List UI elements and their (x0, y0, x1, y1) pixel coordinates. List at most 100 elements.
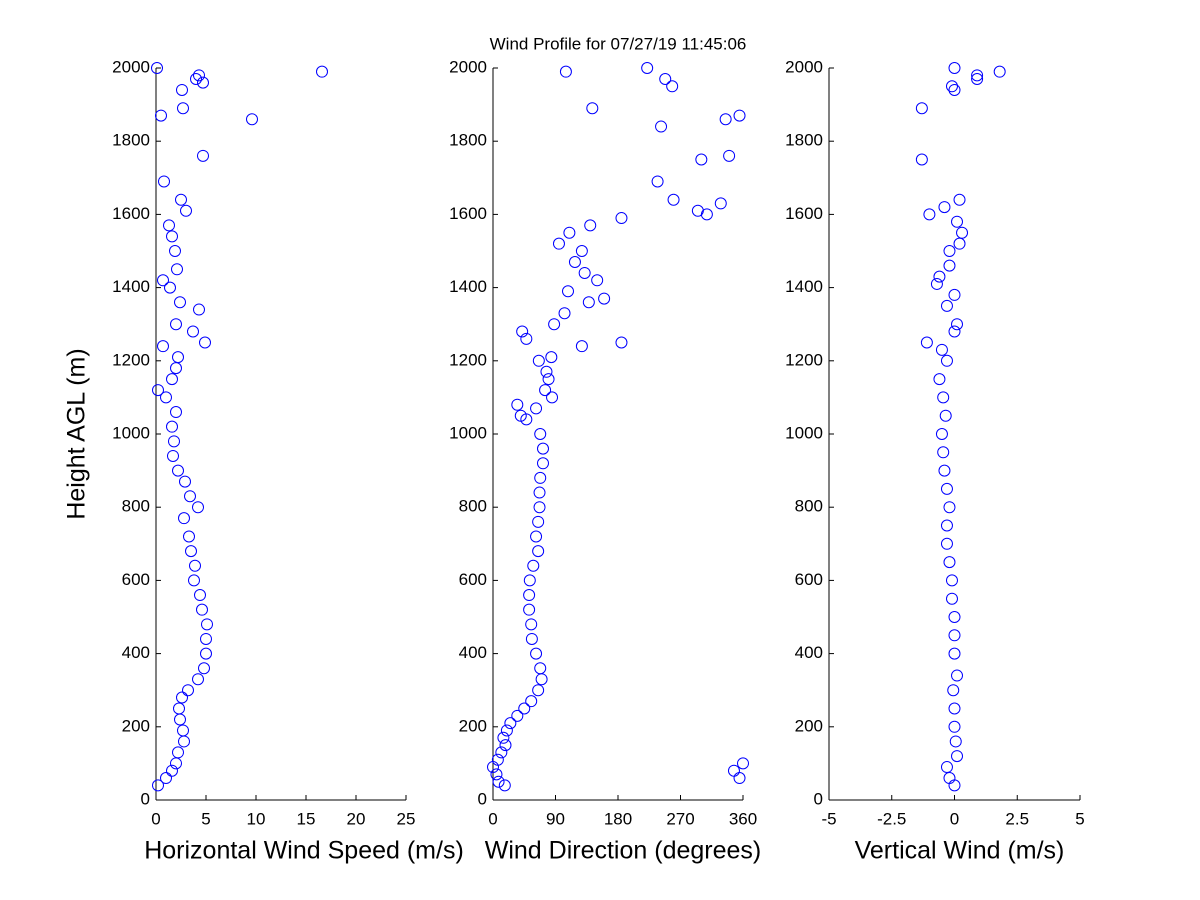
data-point (951, 750, 964, 763)
data-point (166, 230, 178, 243)
data-point (171, 263, 183, 276)
data-point (615, 212, 628, 225)
data-point (163, 219, 175, 232)
data-point (953, 193, 966, 206)
data-point (559, 65, 572, 78)
data-point (184, 490, 196, 503)
data-point (578, 266, 591, 279)
x-axis-label: Horizontal Wind Speed (m/s) (144, 837, 464, 865)
data-point (993, 65, 1006, 78)
y-tick-label: 0 (478, 789, 487, 808)
data-point (192, 501, 204, 514)
data-point (691, 204, 704, 217)
y-tick-label: 1400 (785, 277, 823, 296)
data-point (719, 113, 732, 126)
data-point (532, 354, 545, 367)
x-axis-label: Wind Direction (degrees) (485, 837, 762, 865)
data-point (563, 226, 576, 239)
data-point (940, 299, 953, 312)
y-tick-label: 200 (459, 716, 487, 735)
x-tick-label: 270 (666, 809, 694, 828)
data-point (185, 545, 197, 558)
y-tick-label: 1200 (449, 350, 487, 369)
data-point (591, 274, 604, 287)
data-point (937, 391, 950, 404)
data-point (490, 768, 503, 781)
data-point (938, 464, 951, 477)
data-point (948, 647, 961, 660)
y-tick-label: 400 (795, 643, 823, 662)
x-tick-label: 15 (297, 809, 316, 828)
data-point (659, 72, 672, 85)
y-tick-label: 2000 (785, 57, 823, 76)
data-point (532, 515, 545, 528)
data-point (190, 72, 202, 85)
data-point (666, 80, 679, 93)
y-tick-label: 1800 (449, 131, 487, 150)
data-point (193, 303, 205, 316)
data-point (933, 270, 946, 283)
x-tick-label: 5 (1075, 809, 1084, 828)
y-tick-label: 1400 (449, 277, 487, 296)
data-point (532, 545, 545, 558)
x-axis-label: Vertical Wind (m/s) (855, 837, 1065, 865)
y-tick-label: 800 (795, 497, 823, 516)
y-tick-label: 1200 (112, 350, 150, 369)
data-point (157, 274, 169, 287)
data-point (938, 201, 951, 214)
data-point (568, 255, 581, 268)
data-point (200, 647, 212, 660)
data-point (542, 373, 555, 386)
data-point (667, 193, 680, 206)
y-tick-label: 1600 (785, 204, 823, 223)
data-point (158, 175, 170, 188)
data-point (532, 684, 545, 697)
data-point (948, 288, 961, 301)
data-point (948, 611, 961, 623)
data-point (651, 175, 664, 188)
y-tick-label: 2000 (449, 57, 487, 76)
data-point (923, 208, 936, 221)
data-point (164, 281, 176, 294)
data-point (940, 482, 953, 495)
data-point (948, 83, 961, 96)
data-point (695, 153, 708, 166)
x-tick-label: 90 (546, 809, 565, 828)
x-tick-label: 5 (201, 809, 210, 828)
data-point (971, 72, 984, 85)
data-point (178, 512, 190, 525)
data-point (733, 109, 746, 122)
data-point (949, 735, 962, 748)
data-point (516, 325, 529, 338)
data-point (491, 753, 504, 766)
y-tick-label: 0 (814, 789, 823, 808)
data-point (525, 632, 538, 645)
data-point (584, 219, 597, 232)
data-point (167, 449, 179, 462)
data-point (947, 684, 960, 697)
data-point (615, 336, 628, 349)
data-point (945, 592, 958, 605)
data-point (173, 702, 185, 715)
y-tick-label: 1000 (449, 423, 487, 442)
data-point (174, 296, 186, 309)
data-point (552, 237, 565, 250)
data-point (915, 102, 928, 115)
data-point (915, 153, 928, 166)
data-point (174, 713, 186, 726)
data-point (558, 307, 571, 320)
data-point (956, 226, 969, 239)
data-point (943, 245, 956, 257)
data-point (948, 62, 961, 74)
y-tick-label: 600 (795, 570, 823, 589)
data-point (199, 336, 211, 349)
data-point (727, 764, 740, 777)
data-point (180, 204, 192, 217)
data-point (948, 779, 961, 792)
x-tick-label: 20 (347, 809, 366, 828)
data-point (500, 724, 513, 737)
x-tick-label: 0 (488, 809, 497, 828)
data-point (160, 391, 172, 404)
y-tick-label: 1800 (785, 131, 823, 150)
